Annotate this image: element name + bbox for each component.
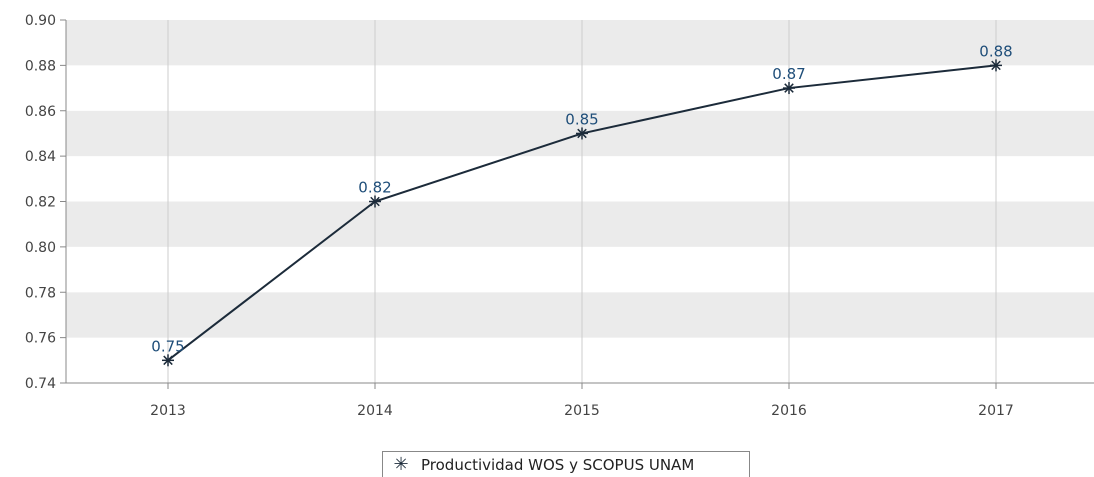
y-tick-label: 0.74 xyxy=(25,376,56,392)
data-label: 0.87 xyxy=(772,65,805,83)
series-productividad xyxy=(162,59,1002,367)
grid-band xyxy=(66,201,1094,247)
y-tick-label: 0.76 xyxy=(25,331,56,347)
data-point-marker xyxy=(162,354,174,367)
vertical-gridlines xyxy=(167,20,997,383)
data-point-marker xyxy=(990,59,1002,72)
y-tick-label: 0.78 xyxy=(25,285,56,301)
y-tick-label: 0.88 xyxy=(25,58,56,74)
grid-band xyxy=(66,337,1094,383)
data-label: 0.85 xyxy=(565,110,598,128)
y-tick-label: 0.86 xyxy=(25,104,56,120)
x-tick-label: 2016 xyxy=(771,403,807,419)
line-chart: 0.74 0.76 0.78 0.80 0.82 0.84 0.86 0.88 0.90 201… xyxy=(25,13,1094,419)
data-label: 0.88 xyxy=(979,42,1012,60)
data-point-marker xyxy=(369,195,381,208)
data-point-marker xyxy=(576,127,588,140)
y-axis-ticks: 0.74 0.76 0.78 0.80 0.82 0.84 0.86 0.88 0.90 xyxy=(25,13,66,392)
grid-band xyxy=(66,20,1094,66)
plot-background-bands xyxy=(66,20,1094,383)
legend-label: Productividad WOS y SCOPUS UNAM xyxy=(421,455,695,474)
y-tick-label: 0.90 xyxy=(25,13,56,29)
data-labels: 0.75 0.82 0.85 0.87 0.88 xyxy=(151,42,1012,355)
data-label: 0.75 xyxy=(151,337,184,355)
y-tick-label: 0.82 xyxy=(25,195,56,211)
grid-band xyxy=(66,156,1094,202)
x-tick-label: 2015 xyxy=(564,403,600,419)
x-axis-ticks: 2013 2014 2015 2016 2017 xyxy=(150,383,1014,419)
x-tick-label: 2013 xyxy=(150,403,186,419)
grid-band xyxy=(66,246,1094,293)
legend: ✳ Productividad WOS y SCOPUS UNAM xyxy=(382,451,750,477)
legend-marker-icon: ✳ xyxy=(393,453,409,475)
data-point-marker xyxy=(783,82,795,95)
y-tick-label: 0.80 xyxy=(25,240,56,256)
y-tick-label: 0.84 xyxy=(25,149,56,165)
x-tick-label: 2014 xyxy=(357,403,393,419)
data-label: 0.82 xyxy=(358,179,391,197)
grid-band xyxy=(66,292,1094,338)
x-tick-label: 2017 xyxy=(978,403,1014,419)
